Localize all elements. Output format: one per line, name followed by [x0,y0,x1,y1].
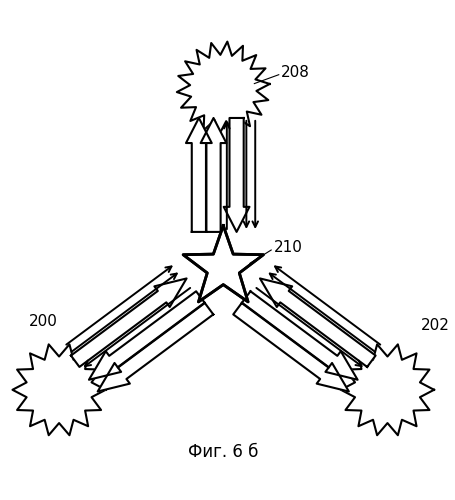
Polygon shape [183,226,263,302]
Polygon shape [223,118,249,232]
Polygon shape [12,344,106,435]
Polygon shape [242,292,357,380]
Polygon shape [340,344,433,435]
Polygon shape [186,118,211,232]
Text: 200: 200 [29,314,58,328]
Text: Фиг. 6 б: Фиг. 6 б [187,443,258,461]
Text: 208: 208 [280,65,309,80]
Polygon shape [183,226,263,302]
Polygon shape [233,303,348,392]
Polygon shape [200,118,226,232]
Text: 210: 210 [274,240,303,256]
Polygon shape [89,292,204,380]
Polygon shape [259,278,375,367]
Polygon shape [71,278,186,367]
Polygon shape [177,42,269,134]
Text: 202: 202 [420,318,449,333]
Polygon shape [97,303,213,392]
